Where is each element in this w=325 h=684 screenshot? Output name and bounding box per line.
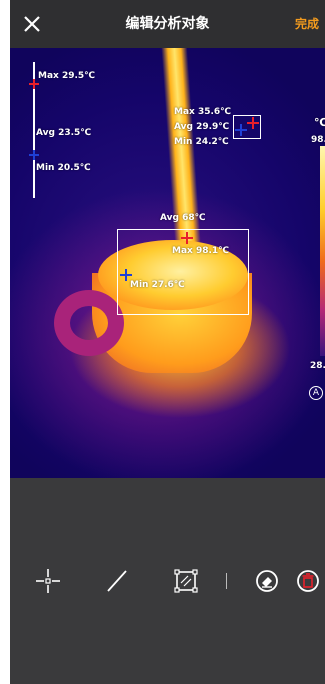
- small-box-min-marker: [235, 124, 247, 136]
- top-bar: 编辑分析对象 完成: [10, 0, 325, 48]
- auto-range-button[interactable]: A: [309, 386, 323, 400]
- small-box-avg-label: Avg 29.9℃: [174, 122, 230, 132]
- close-icon[interactable]: [20, 12, 44, 36]
- auto-range-label: A: [312, 388, 320, 398]
- bottom-toolbar: [10, 478, 325, 684]
- big-box-area[interactable]: [117, 229, 249, 315]
- done-button[interactable]: 完成: [294, 17, 319, 31]
- scale-top-value: 98.: [311, 135, 325, 145]
- big-box-min-marker: [120, 269, 132, 281]
- area-tool-icon[interactable]: [172, 567, 200, 595]
- big-box-min-label: Min 27.6℃: [130, 280, 185, 290]
- line-tool-icon[interactable]: [103, 567, 131, 595]
- cup-handle: [54, 290, 124, 356]
- line-max-label: Max 29.5℃: [38, 71, 96, 81]
- small-box-max-marker: [247, 117, 259, 129]
- big-box-max-label: Max 98.1℃: [172, 246, 230, 256]
- line-min-label: Min 20.5℃: [36, 163, 91, 173]
- toolbar-divider: [226, 573, 227, 589]
- small-box-max-label: Max 35.6℃: [174, 107, 232, 117]
- delete-icon[interactable]: [294, 567, 322, 595]
- eraser-icon[interactable]: [253, 567, 281, 595]
- small-box-area[interactable]: [233, 115, 261, 139]
- big-box-max-marker: [181, 232, 193, 244]
- line-avg-label: Avg 23.5℃: [36, 128, 92, 138]
- point-tool-icon[interactable]: [34, 567, 62, 595]
- line-measurement[interactable]: [28, 62, 40, 198]
- thermal-image[interactable]: Max 29.5℃ Avg 23.5℃ Min 20.5℃ Max 35.6℃ …: [10, 48, 325, 478]
- page-title: 编辑分析对象: [125, 16, 210, 32]
- small-box-min-label: Min 24.2℃: [174, 137, 229, 147]
- scale-bottom-value: 28.: [310, 361, 325, 371]
- temperature-scale-bar: [320, 146, 325, 356]
- phone-screen: 编辑分析对象 完成 Max 29.5℃ Avg 23.5℃ Min 20.5℃ …: [10, 0, 325, 684]
- scale-unit: ℃: [314, 116, 325, 129]
- big-box-avg-label: Avg 68℃: [160, 213, 206, 223]
